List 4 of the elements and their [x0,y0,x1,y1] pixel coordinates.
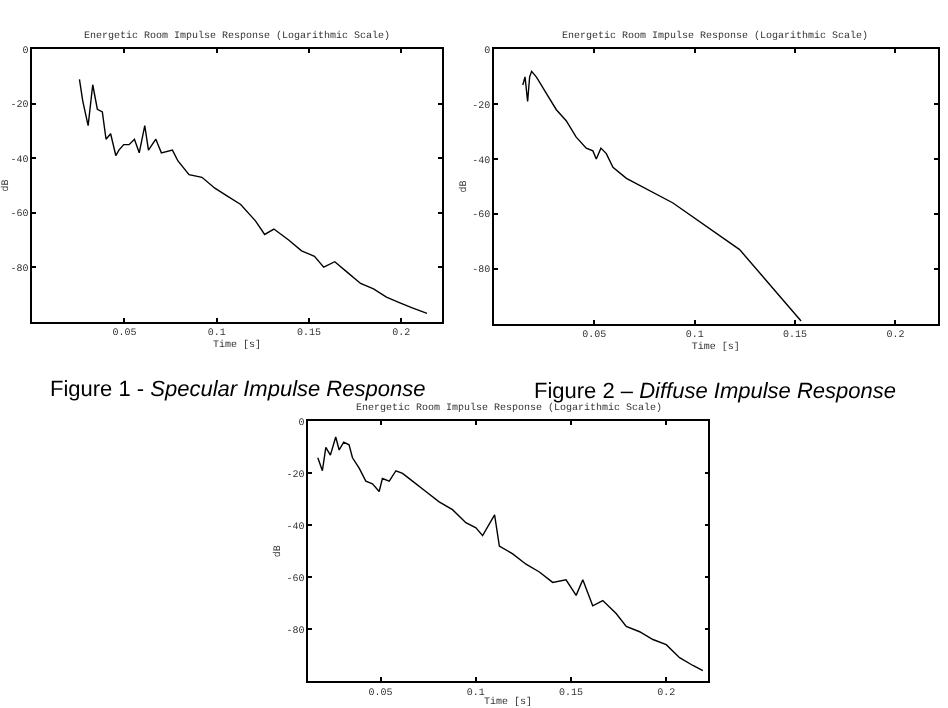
line-series [78,78,428,315]
caption: Figure 1 - Specular Impulse Response [50,378,426,402]
caption: Figure 2 – Diffuse Impulse Response [534,380,896,404]
line-series [317,436,704,672]
